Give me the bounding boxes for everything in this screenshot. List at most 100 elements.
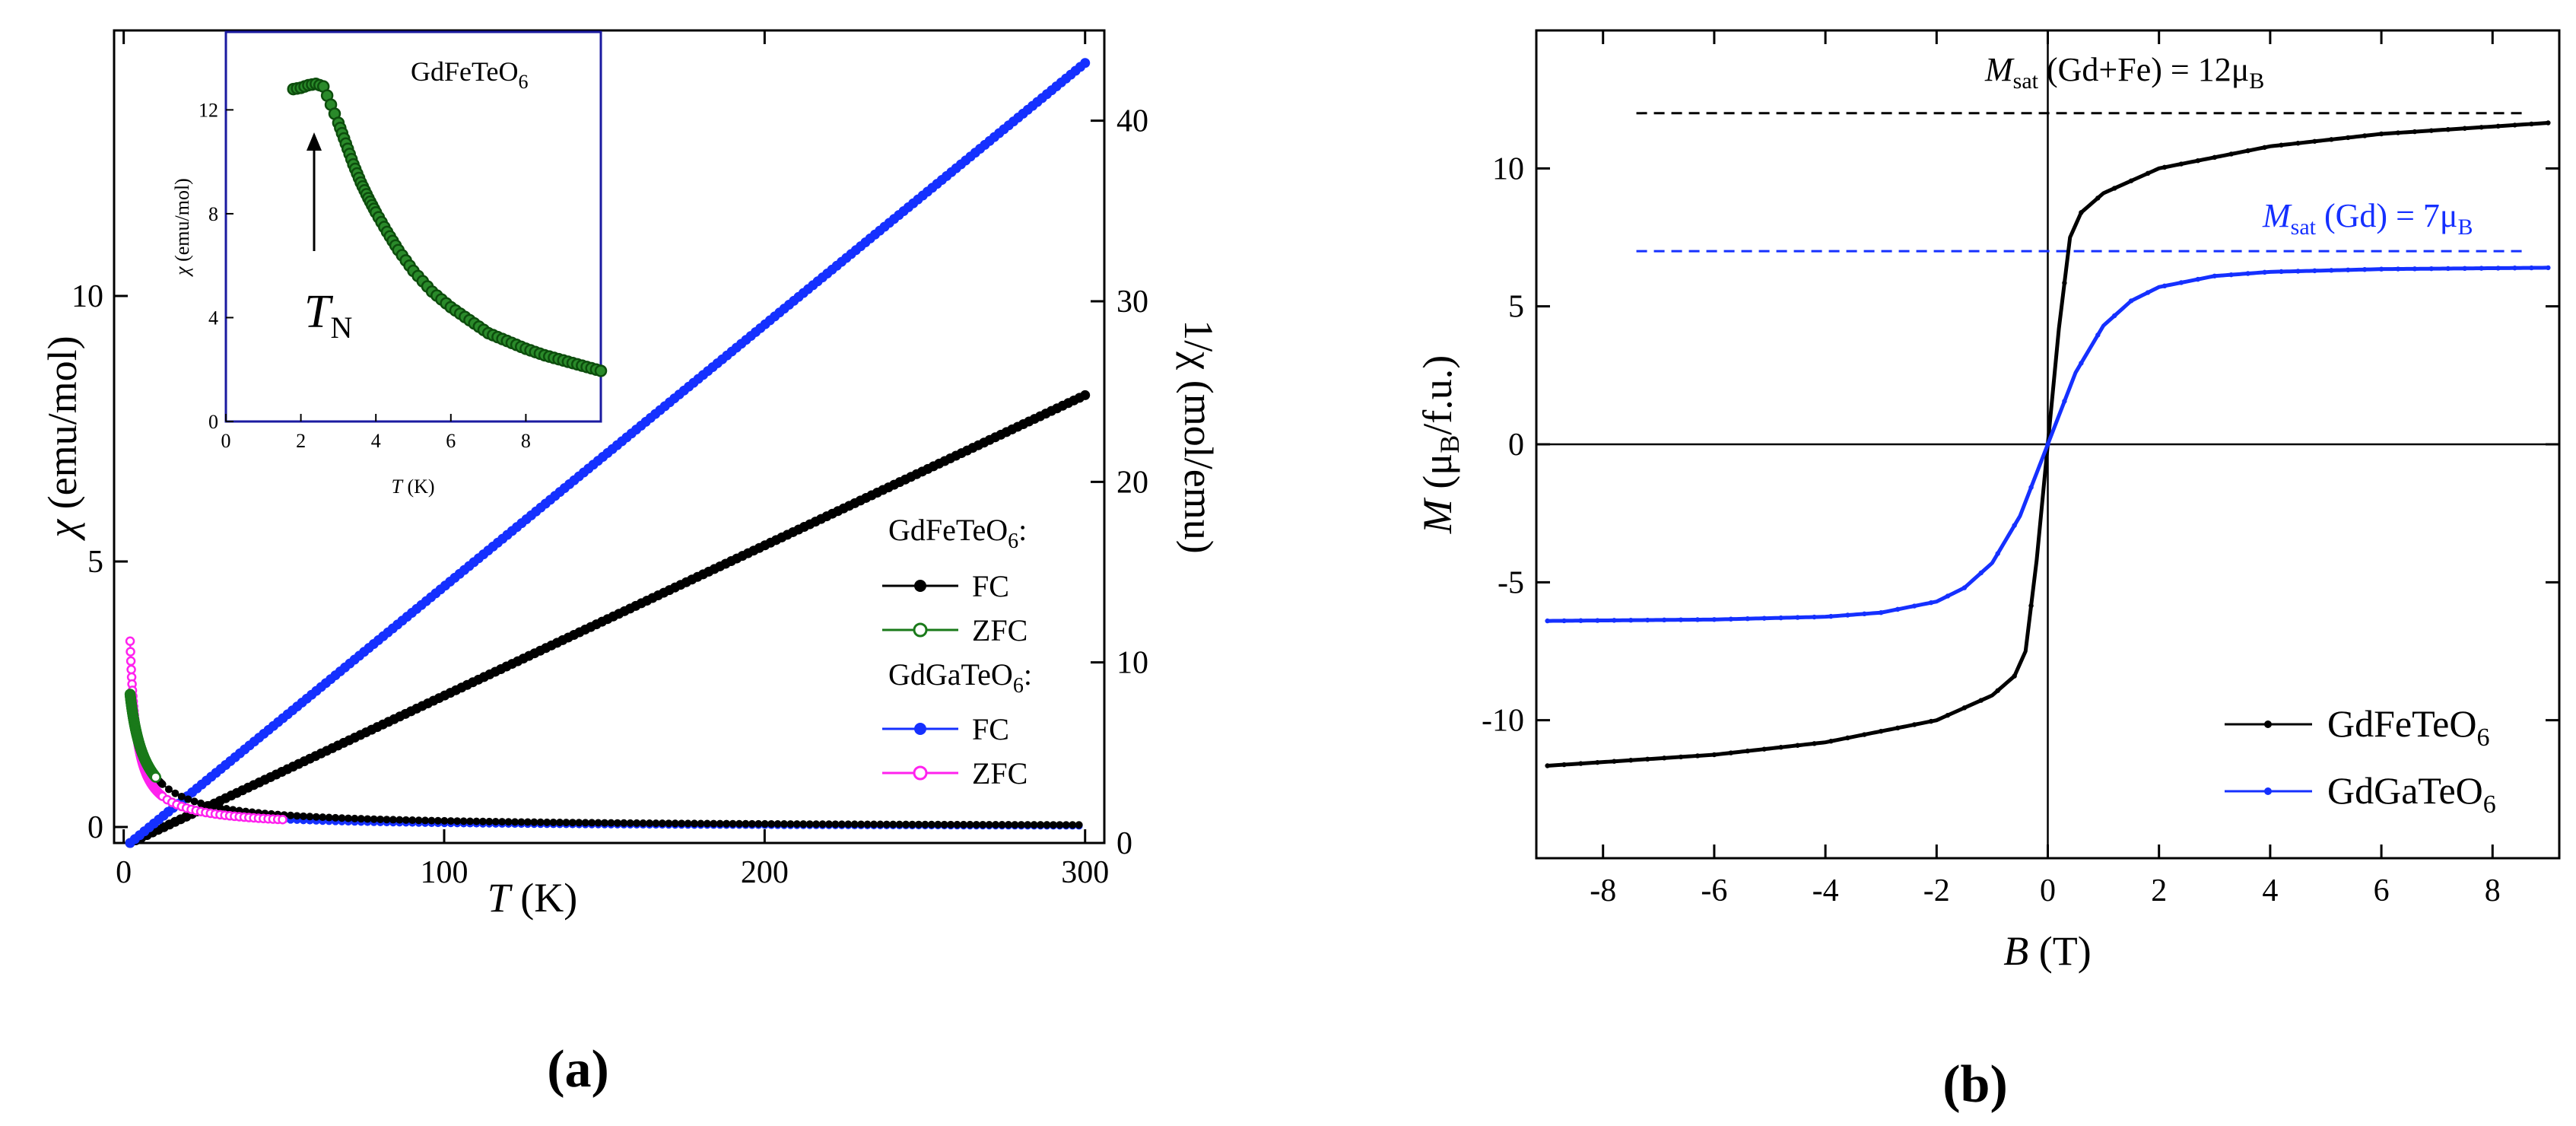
point-s0-215 (998, 821, 1006, 829)
b-point-s0-252 (2245, 148, 2250, 154)
inset-x-tick-label-0: 0 (221, 430, 231, 452)
point-s0-205 (934, 820, 942, 829)
b-point-s0-132 (1911, 722, 1917, 727)
b-point-s1-138 (1928, 600, 1934, 606)
b-point-s1-108 (1845, 612, 1850, 618)
y2-tick-label-40: 40 (1116, 104, 1148, 139)
point-s3-3 (126, 664, 136, 675)
b-point-s0-96 (1812, 741, 1817, 746)
b-point-s1-348 (2512, 266, 2517, 271)
point-s0-129 (446, 817, 455, 825)
b-x-tick-label-4: 4 (2262, 873, 2278, 908)
panel-b-y-label: M (μB/f.u.) (1415, 355, 1465, 534)
point-s0-147 (562, 819, 570, 827)
point-s0-106 (299, 812, 307, 820)
b-point-s1-162 (1995, 551, 2000, 556)
point-s0-108 (312, 813, 320, 821)
point-s0-160 (646, 819, 654, 828)
legend-label-b-gdfeteo6: GdFeTeO6 (2327, 702, 2489, 752)
point-s0-218 (1017, 821, 1025, 829)
b-point-s1-192 (2079, 361, 2084, 366)
point-s0-84 (158, 780, 167, 788)
point-s0-121 (395, 816, 404, 824)
point-s0-183 (792, 820, 801, 829)
point-s0-164 (671, 819, 679, 828)
point-s0-196 (876, 820, 885, 829)
point-s0-143 (536, 818, 545, 826)
b-point-s1-0 (1545, 618, 1550, 624)
y-tick-label-5: 5 (87, 545, 103, 580)
inset-x-tick-label-6: 6 (446, 430, 456, 452)
point-s0-206 (940, 820, 948, 829)
b-point-s1-222 (2161, 283, 2168, 289)
b-point-s1-324 (2445, 266, 2451, 272)
b-point-s1-42 (1661, 617, 1667, 623)
legend-marker-ga-zfc (913, 765, 928, 781)
b-point-s0-354 (2529, 121, 2534, 127)
b-x-tick-label-0: 0 (2040, 873, 2056, 908)
y-tick-label-10: 10 (71, 279, 103, 314)
point-s0-88 (184, 795, 192, 803)
b-point-s0-276 (2312, 138, 2317, 144)
point-s0-105 (293, 812, 301, 820)
b-y-tick-label-0: 0 (1508, 428, 1524, 463)
b-point-s0-120 (1879, 728, 1884, 734)
point-s0-170 (710, 819, 718, 828)
b-point-s1-180 (2045, 441, 2050, 447)
point-s0-150 (581, 819, 589, 827)
b-point-s0-246 (2228, 151, 2234, 157)
b-point-s0-294 (2362, 133, 2368, 138)
b-point-s1-126 (1895, 606, 1901, 612)
inset-arrow-head (307, 132, 322, 151)
point-s3-1 (125, 647, 135, 657)
legend-entry-b-gdfeteo6: GdFeTeO6 (2225, 702, 2489, 752)
point-s0-104 (287, 811, 295, 819)
x-tick-label-0: 0 (116, 855, 132, 890)
b-point-s1-282 (2329, 268, 2334, 273)
b-point-s0-336 (2479, 125, 2484, 130)
point-s0-162 (658, 819, 666, 828)
b-point-s1-12 (1578, 618, 1583, 623)
ref-label-gd-fe: Msat (Gd+Fe) = 12μB (1984, 51, 2264, 94)
point-s3-109 (278, 814, 287, 825)
b-point-s1-288 (2346, 267, 2351, 272)
point-s0-171 (716, 819, 724, 828)
point-s0-119 (383, 816, 391, 824)
point-s0-124 (415, 816, 423, 825)
point-s0-145 (549, 818, 557, 826)
b-point-s0-18 (1595, 759, 1600, 765)
legend-group-gdgateo6: GdGaTeO6: (888, 657, 1032, 698)
point-s0-158 (633, 819, 641, 827)
b-point-s0-0 (1545, 763, 1550, 768)
point-s0-141 (523, 818, 532, 826)
y2-tick-label-0: 0 (1116, 826, 1132, 861)
b-point-s0-300 (2378, 131, 2384, 137)
panel-label-a: (a) (547, 1040, 609, 1099)
panel-a-series (124, 58, 1091, 848)
inset-series (287, 78, 608, 377)
point-s0-118 (376, 815, 385, 823)
panel-a-legend: GdFeTeO6: FC ZFC GdGaTeO6: FC ZFC (882, 513, 1032, 790)
point-s0-176 (748, 819, 756, 828)
point-s0-125 (421, 816, 430, 825)
point-s0-86 (171, 789, 179, 797)
point-s0-144 (543, 818, 551, 826)
point-s0-127 (434, 816, 442, 825)
legend-marker-ga-fc (914, 723, 926, 735)
point-s0-120 (389, 816, 397, 824)
inset-x-label: T (K) (391, 476, 434, 498)
b-point-s1-120 (1879, 610, 1884, 615)
legend-marker-fe-fc (914, 580, 926, 592)
legend-entry-ga-zfc: ZFC (882, 756, 1028, 790)
b-point-s0-330 (2462, 126, 2467, 131)
b-point-s0-90 (1795, 743, 1800, 748)
point-s0-165 (678, 819, 686, 828)
point-s0-117 (370, 815, 378, 823)
point-s0-192 (850, 820, 859, 829)
b-x-tick-label--6: -6 (1701, 873, 1727, 908)
b-point-s0-192 (2079, 210, 2084, 215)
b-point-s1-174 (2028, 485, 2034, 490)
panel-a-y-label: χ (emu/mol) (40, 336, 85, 541)
point-s0-163 (665, 819, 673, 828)
